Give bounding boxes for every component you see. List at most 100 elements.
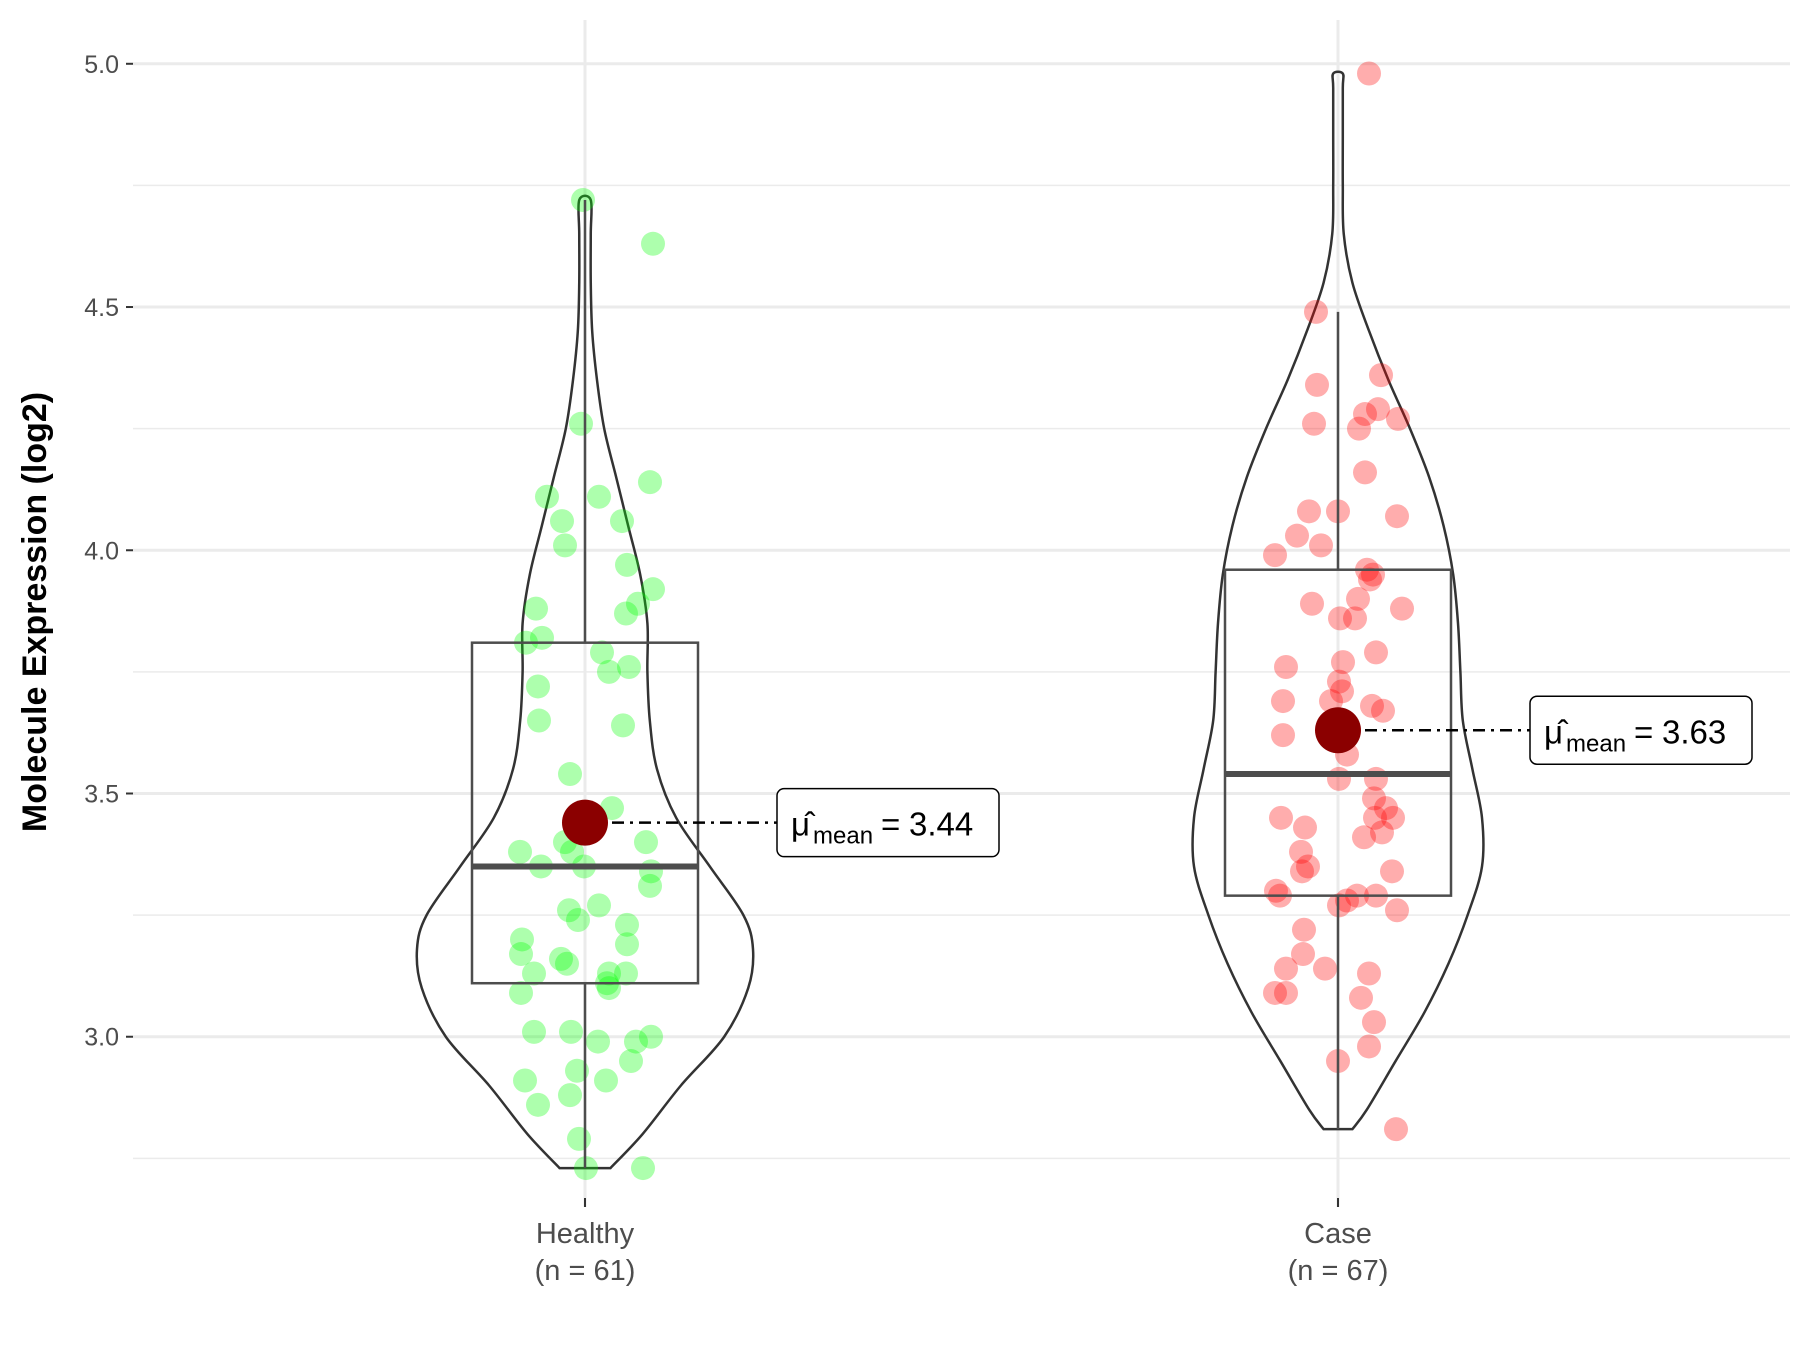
data-point xyxy=(509,942,533,967)
data-point xyxy=(1330,679,1354,704)
data-point xyxy=(1293,815,1317,840)
data-point xyxy=(1343,606,1367,631)
annotation-equals: = xyxy=(881,806,900,843)
data-point xyxy=(626,591,650,616)
annotation-box xyxy=(1529,695,1753,766)
data-point xyxy=(522,961,546,986)
data-point xyxy=(1363,805,1387,830)
jitter-points xyxy=(508,61,1414,1181)
violins xyxy=(415,70,1485,1170)
grid-lines xyxy=(133,20,1790,1207)
data-point xyxy=(615,552,639,577)
data-point xyxy=(1300,591,1324,616)
data-point xyxy=(1380,859,1404,884)
data-point xyxy=(1349,985,1373,1010)
data-point xyxy=(1346,586,1370,611)
data-point xyxy=(639,1024,663,1049)
data-point xyxy=(611,713,635,738)
data-point xyxy=(527,708,551,733)
data-point xyxy=(1290,859,1314,884)
data-point xyxy=(1328,606,1352,631)
data-point xyxy=(624,1029,648,1054)
data-point xyxy=(508,839,532,864)
x-axis-labels: Healthy (n = 61) Case (n = 67) xyxy=(535,1198,1389,1287)
data-point xyxy=(1381,805,1405,830)
data-point xyxy=(1285,523,1309,548)
mean-dot xyxy=(562,799,608,846)
data-point xyxy=(558,1083,582,1108)
data-point xyxy=(571,187,595,212)
data-point xyxy=(524,596,548,621)
x-category-count: (n = 61) xyxy=(535,1255,636,1287)
data-point xyxy=(1289,839,1313,864)
data-point xyxy=(610,509,634,534)
data-point xyxy=(1362,1010,1386,1035)
data-point xyxy=(590,640,614,665)
data-point xyxy=(615,932,639,957)
violin-outline-case xyxy=(1191,70,1485,1131)
data-point xyxy=(1263,543,1287,568)
data-point xyxy=(594,1068,618,1093)
mean-annotation: μ̂ mean = 3.63 xyxy=(1529,695,1753,766)
data-point xyxy=(1327,766,1351,791)
data-point xyxy=(641,577,665,602)
data-point xyxy=(1327,669,1351,694)
y-tick-label: 3.0 xyxy=(84,1024,119,1052)
data-point xyxy=(1296,854,1320,879)
data-point xyxy=(510,927,534,952)
data-point xyxy=(526,1092,550,1117)
data-point xyxy=(1371,698,1395,723)
data-point xyxy=(1357,61,1381,86)
data-point xyxy=(638,873,662,898)
boxplots xyxy=(470,199,1453,1169)
data-point xyxy=(1304,299,1328,324)
data-point xyxy=(553,533,577,558)
data-point xyxy=(631,1156,655,1181)
data-point xyxy=(522,1019,546,1044)
data-point xyxy=(565,1058,589,1083)
mean-annotation: μ̂ mean = 3.44 xyxy=(776,787,1000,858)
y-axis: 3.0 3.5 4.0 4.5 5.0 xyxy=(84,51,133,1052)
boxplot-healthy xyxy=(470,199,700,1169)
data-point xyxy=(1357,1034,1381,1059)
x-category-count: (n = 67) xyxy=(1288,1255,1389,1287)
data-point xyxy=(566,907,590,932)
data-point xyxy=(1263,980,1287,1005)
y-tick-label: 5.0 xyxy=(84,51,119,79)
data-point xyxy=(1274,980,1298,1005)
data-point xyxy=(1319,689,1343,714)
data-point xyxy=(1331,650,1355,675)
data-point xyxy=(555,951,579,976)
violin-outline-healthy xyxy=(415,194,755,1170)
data-point xyxy=(638,470,662,495)
annotation-mean-value: 3.44 xyxy=(909,806,973,843)
data-point xyxy=(1271,723,1295,748)
data-point xyxy=(567,1126,591,1151)
data-point xyxy=(526,674,550,699)
data-point xyxy=(641,231,665,256)
x-category-label: Case xyxy=(1304,1218,1372,1250)
x-category-label: Healthy xyxy=(536,1218,635,1250)
data-point xyxy=(558,762,582,787)
annotation-box xyxy=(776,787,1000,858)
data-point xyxy=(1384,1117,1408,1142)
data-point xyxy=(587,893,611,918)
boxplot-case xyxy=(1223,311,1453,1130)
data-point xyxy=(1313,956,1337,981)
data-point xyxy=(1390,596,1414,621)
data-point xyxy=(560,839,584,864)
data-point xyxy=(617,655,641,680)
data-point xyxy=(1370,820,1394,845)
data-point xyxy=(1271,689,1295,714)
data-point xyxy=(1386,406,1410,431)
data-point xyxy=(1292,917,1316,942)
data-point xyxy=(1309,533,1333,558)
annotation-subscript: mean xyxy=(1566,730,1626,757)
data-point xyxy=(1305,372,1329,397)
mean-markers: μ̂ mean = 3.44μ̂ mean = 3.63 xyxy=(562,695,1753,858)
data-point xyxy=(569,411,593,436)
annotation-equals: = xyxy=(1634,713,1653,750)
data-point xyxy=(1357,961,1381,986)
data-point xyxy=(587,484,611,509)
